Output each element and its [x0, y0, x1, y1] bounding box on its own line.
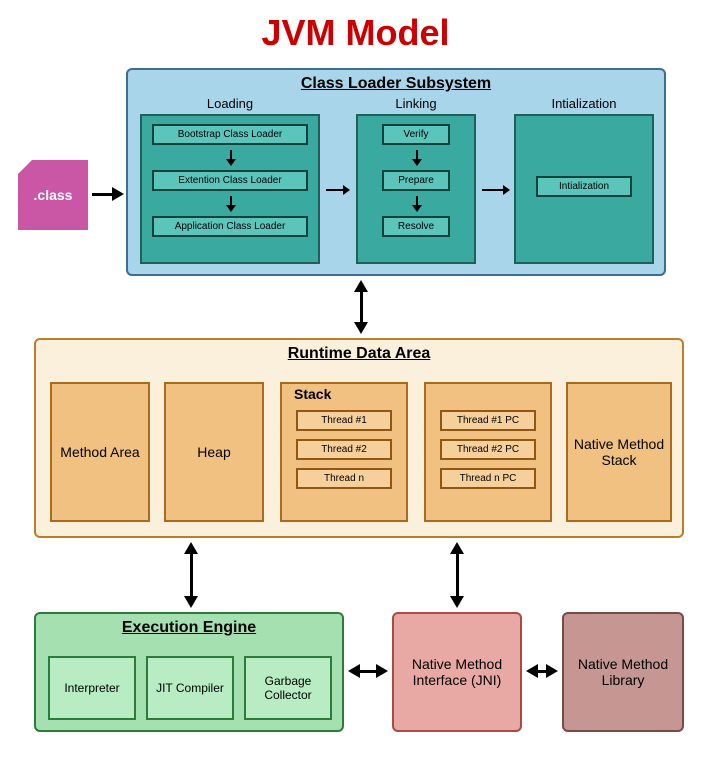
- arrow-down-icon: [416, 196, 418, 206]
- prepare-box: Prepare: [382, 170, 450, 191]
- garbage-collector-box: Garbage Collector: [244, 656, 332, 720]
- arrow-down-icon: [416, 150, 418, 160]
- arrow-down-icon: [230, 150, 232, 160]
- runtime-panel: Runtime Data Area Method Area Heap Stack…: [34, 338, 684, 538]
- arrow-right-icon: [326, 189, 344, 191]
- jni-panel: Native Method Interface (JNI): [392, 612, 522, 732]
- threadn-pc-box: Thread n PC: [440, 468, 536, 489]
- thread2-pc-box: Thread #2 PC: [440, 439, 536, 460]
- stack-subpanel: Stack Thread #1 Thread #2 Thread n: [280, 382, 408, 522]
- arrow-loader-runtime: [360, 290, 363, 324]
- execution-engine-title: Execution Engine: [36, 614, 342, 642]
- extension-loader-box: Extention Class Loader: [152, 170, 308, 191]
- application-loader-box: Application Class Loader: [152, 216, 308, 237]
- native-library-panel: Native Method Library: [562, 612, 684, 732]
- jit-compiler-box: JIT Compiler: [146, 656, 234, 720]
- native-method-stack-box: Native Method Stack: [566, 382, 672, 522]
- thread2-box: Thread #2: [296, 439, 392, 460]
- loading-subpanel: Loading Bootstrap Class Loader Extention…: [140, 114, 320, 264]
- linking-subpanel: Linking Verify Prepare Resolve: [356, 114, 476, 264]
- resolve-box: Resolve: [382, 216, 450, 237]
- initialization-subpanel: Intialization Intialization: [514, 114, 654, 264]
- thread1-pc-box: Thread #1 PC: [440, 410, 536, 431]
- class-loader-panel: Class Loader Subsystem Loading Bootstrap…: [126, 68, 666, 276]
- verify-box: Verify: [382, 124, 450, 145]
- initialization-title: Intialization: [516, 94, 652, 115]
- bootstrap-loader-box: Bootstrap Class Loader: [152, 124, 308, 145]
- arrow-runtime-exec: [190, 552, 193, 598]
- execution-engine-panel: Execution Engine Interpreter JIT Compile…: [34, 612, 344, 732]
- interpreter-box: Interpreter: [48, 656, 136, 720]
- initialization-box: Intialization: [536, 176, 632, 197]
- runtime-title: Runtime Data Area: [36, 340, 682, 368]
- diagram-title: JVM Model: [0, 0, 711, 54]
- stack-title: Stack: [282, 384, 406, 406]
- arrow-file-to-loader: [92, 193, 114, 196]
- method-area-box: Method Area: [50, 382, 150, 522]
- pc-subpanel: Thread #1 PC Thread #2 PC Thread n PC: [424, 382, 552, 522]
- arrow-right-icon: [482, 189, 504, 191]
- class-file-icon: .class: [18, 160, 88, 230]
- arrow-exec-jni: [358, 670, 378, 673]
- arrow-jni-lib: [536, 670, 548, 673]
- loading-title: Loading: [142, 94, 318, 115]
- linking-title: Linking: [358, 94, 474, 115]
- arrow-runtime-jni: [456, 552, 459, 598]
- arrow-down-icon: [230, 196, 232, 206]
- heap-box: Heap: [164, 382, 264, 522]
- thread1-box: Thread #1: [296, 410, 392, 431]
- threadn-box: Thread n: [296, 468, 392, 489]
